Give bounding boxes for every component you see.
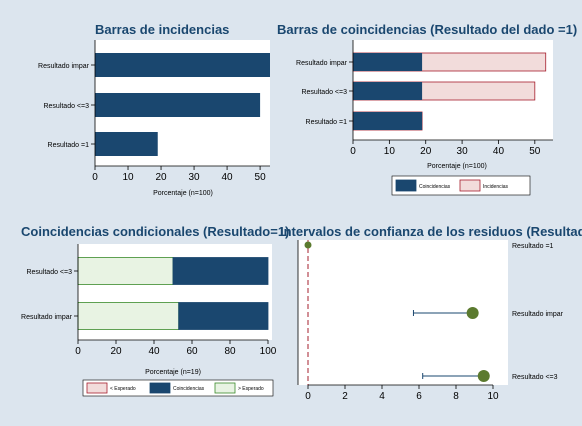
chart-3-y-tick-label: Resultado impar xyxy=(21,314,73,321)
chart-4-point-label: Resultado impar xyxy=(512,311,564,318)
chart-4-x-tick-label: 6 xyxy=(416,391,422,402)
chart-1-y-tick-label: Resultado =1 xyxy=(48,142,90,149)
chart-2-y-tick-label: Resultado =1 xyxy=(306,119,348,126)
chart-4-x-tick-label: 0 xyxy=(305,391,311,402)
chart-1-bar xyxy=(95,93,261,117)
chart-2-y-tick-label: Resultado impar xyxy=(296,60,348,67)
residual-ci-chart: Intervalos de confianza de los residuos … xyxy=(280,224,582,402)
chart-2-legend-incidencias-swatch xyxy=(459,179,481,192)
chart-2-coincidence-bar xyxy=(353,53,423,71)
chart-4-x-tick-label: 2 xyxy=(342,391,348,402)
chart-3-bar-segment xyxy=(77,257,174,285)
chart-1-x-tick-label: 40 xyxy=(222,172,234,183)
chart-2-x-tick-label: 30 xyxy=(457,146,469,157)
chart-1-y-tick-label: Resultado <=3 xyxy=(43,103,89,110)
chart-4-point-label: Resultado <=3 xyxy=(512,374,558,381)
chart-4-x-tick-label: 8 xyxy=(453,391,459,402)
chart-3-x-tick-label: 100 xyxy=(260,346,277,357)
chart-3-x-tick-label: 0 xyxy=(75,346,81,357)
conditional-coincidence-chart: Coincidencias condicionales (Resultado=1… xyxy=(21,224,289,397)
chart-4-point xyxy=(477,370,490,382)
chart-2-x-tick-label: 20 xyxy=(420,146,432,157)
chart-2-x-tick-label: 0 xyxy=(350,146,356,157)
chart-2-title: Barras de coincidencias (Resultado del d… xyxy=(277,22,577,37)
chart-4-title: Intervalos de confianza de los residuos … xyxy=(280,224,582,239)
coincidence-bar-chart: Barras de coincidencias (Resultado del d… xyxy=(277,22,577,196)
chart-2-legend-coincidencias-swatch xyxy=(395,179,417,192)
chart-1-y-tick-label: Resultado impar xyxy=(38,63,90,70)
chart-2-x-tick-label: 50 xyxy=(529,146,541,157)
chart-3-legend-swatch xyxy=(214,382,236,394)
chart-3-x-tick-label: 20 xyxy=(110,346,122,357)
chart-3-x-tick-label: 80 xyxy=(224,346,236,357)
chart-3-bar-segment xyxy=(77,302,180,330)
chart-1-title: Barras de incidencias xyxy=(95,22,229,37)
chart-3-legend-swatch xyxy=(149,382,171,394)
chart-1-x-tick-label: 0 xyxy=(92,172,98,183)
chart-4-x-tick-label: 10 xyxy=(487,391,499,402)
chart-1-x-tick-label: 30 xyxy=(188,172,200,183)
chart-3-bar-segment xyxy=(178,302,269,330)
chart-2-coincidence-bar xyxy=(353,112,423,130)
chart-4-point xyxy=(466,307,479,319)
chart-2-x-axis-label: Porcentaje (n=100) xyxy=(427,163,487,170)
chart-3-legend-label: > Esperado xyxy=(238,386,264,392)
incidence-bar-chart: Barras de incidencias Resultado impar Res… xyxy=(38,22,270,197)
chart-1-x-tick-label: 10 xyxy=(122,172,134,183)
chart-3-y-tick-label: Resultado <=3 xyxy=(26,269,72,276)
chart-4-x-tick-label: 4 xyxy=(379,391,385,402)
chart-2-x-tick-label: 40 xyxy=(493,146,505,157)
chart-3-bar-segment xyxy=(172,257,269,285)
chart-1-x-tick-label: 50 xyxy=(255,172,267,183)
chart-2-y-tick-label: Resultado <=3 xyxy=(301,89,347,96)
chart-1-bar xyxy=(95,53,270,77)
chart-1-x-tick-label: 20 xyxy=(155,172,167,183)
chart-2-coincidence-bar xyxy=(353,82,423,100)
chart-4-point-label: Resultado =1 xyxy=(512,243,554,250)
chart-2-legend-coincidencias-label: Coincidencias xyxy=(419,184,451,190)
chart-2-x-tick-label: 10 xyxy=(384,146,396,157)
chart-3-x-tick-label: 40 xyxy=(148,346,160,357)
chart-2-legend-incidencias-label: Incidencias xyxy=(483,184,509,190)
chart-1-x-axis-label: Porcentaje (n=100) xyxy=(153,190,213,197)
chart-1-bar xyxy=(95,132,158,156)
chart-3-x-axis-label: Porcentaje (n=19) xyxy=(145,369,201,376)
chart-3-legend-label: Coincidencias xyxy=(173,386,205,392)
chart-3-title: Coincidencias condicionales (Resultado=1… xyxy=(21,224,289,239)
chart-3-x-tick-label: 60 xyxy=(186,346,198,357)
chart-3-legend-label: < Esperado xyxy=(110,386,136,392)
chart-4-point xyxy=(304,241,312,249)
chart-3-legend-swatch xyxy=(86,382,108,394)
